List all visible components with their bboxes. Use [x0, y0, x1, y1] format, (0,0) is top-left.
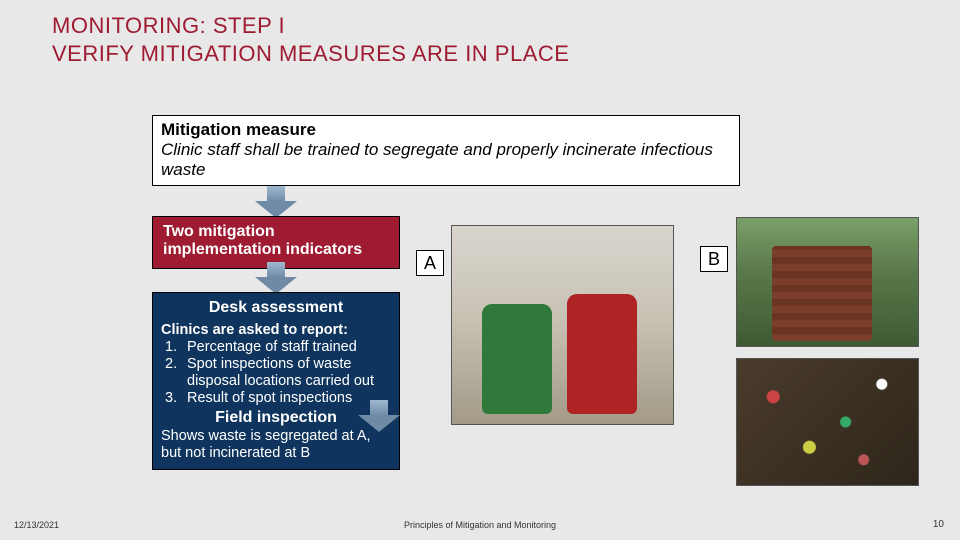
field-heading: Field inspection [161, 409, 391, 428]
arrow-down-icon [358, 400, 400, 432]
title-line-2: VERIFY MITIGATION MEASURES ARE IN PLACE [52, 40, 569, 68]
photo-waste-pile [736, 358, 919, 486]
list-item: 1. Percentage of staff trained [165, 339, 391, 356]
photo-incinerator [736, 217, 919, 347]
measure-heading: Mitigation measure [161, 120, 731, 140]
footer-page-number: 10 [933, 519, 944, 530]
mitigation-measure-box: Mitigation measure Clinic staff shall be… [152, 115, 740, 186]
photo-waste-bins [451, 225, 674, 425]
footer-title: Principles of Mitigation and Monitoring [0, 520, 960, 530]
measure-body: Clinic staff shall be trained to segrega… [161, 140, 731, 179]
indicators-box: Two mitigation implementation indicators [152, 216, 400, 269]
title-line-1: MONITORING: STEP I [52, 12, 569, 40]
arrow-down-icon [255, 262, 297, 294]
slide-title: MONITORING: STEP I VERIFY MITIGATION MEA… [52, 12, 569, 67]
desk-list: 1. Percentage of staff trained 2. Spot i… [165, 339, 391, 407]
list-item: 2. Spot inspections of waste disposal lo… [165, 356, 391, 390]
desk-heading: Desk assessment [161, 299, 391, 318]
indicators-heading: Two mitigation implementation indicators [163, 223, 389, 260]
arrow-down-icon [255, 186, 297, 218]
label-a: A [416, 250, 444, 276]
desk-intro: Clinics are asked to report: [161, 322, 391, 339]
field-body: Shows waste is segregated at A, but not … [161, 428, 391, 462]
assessment-box: Desk assessment Clinics are asked to rep… [152, 292, 400, 470]
label-b: B [700, 246, 728, 272]
